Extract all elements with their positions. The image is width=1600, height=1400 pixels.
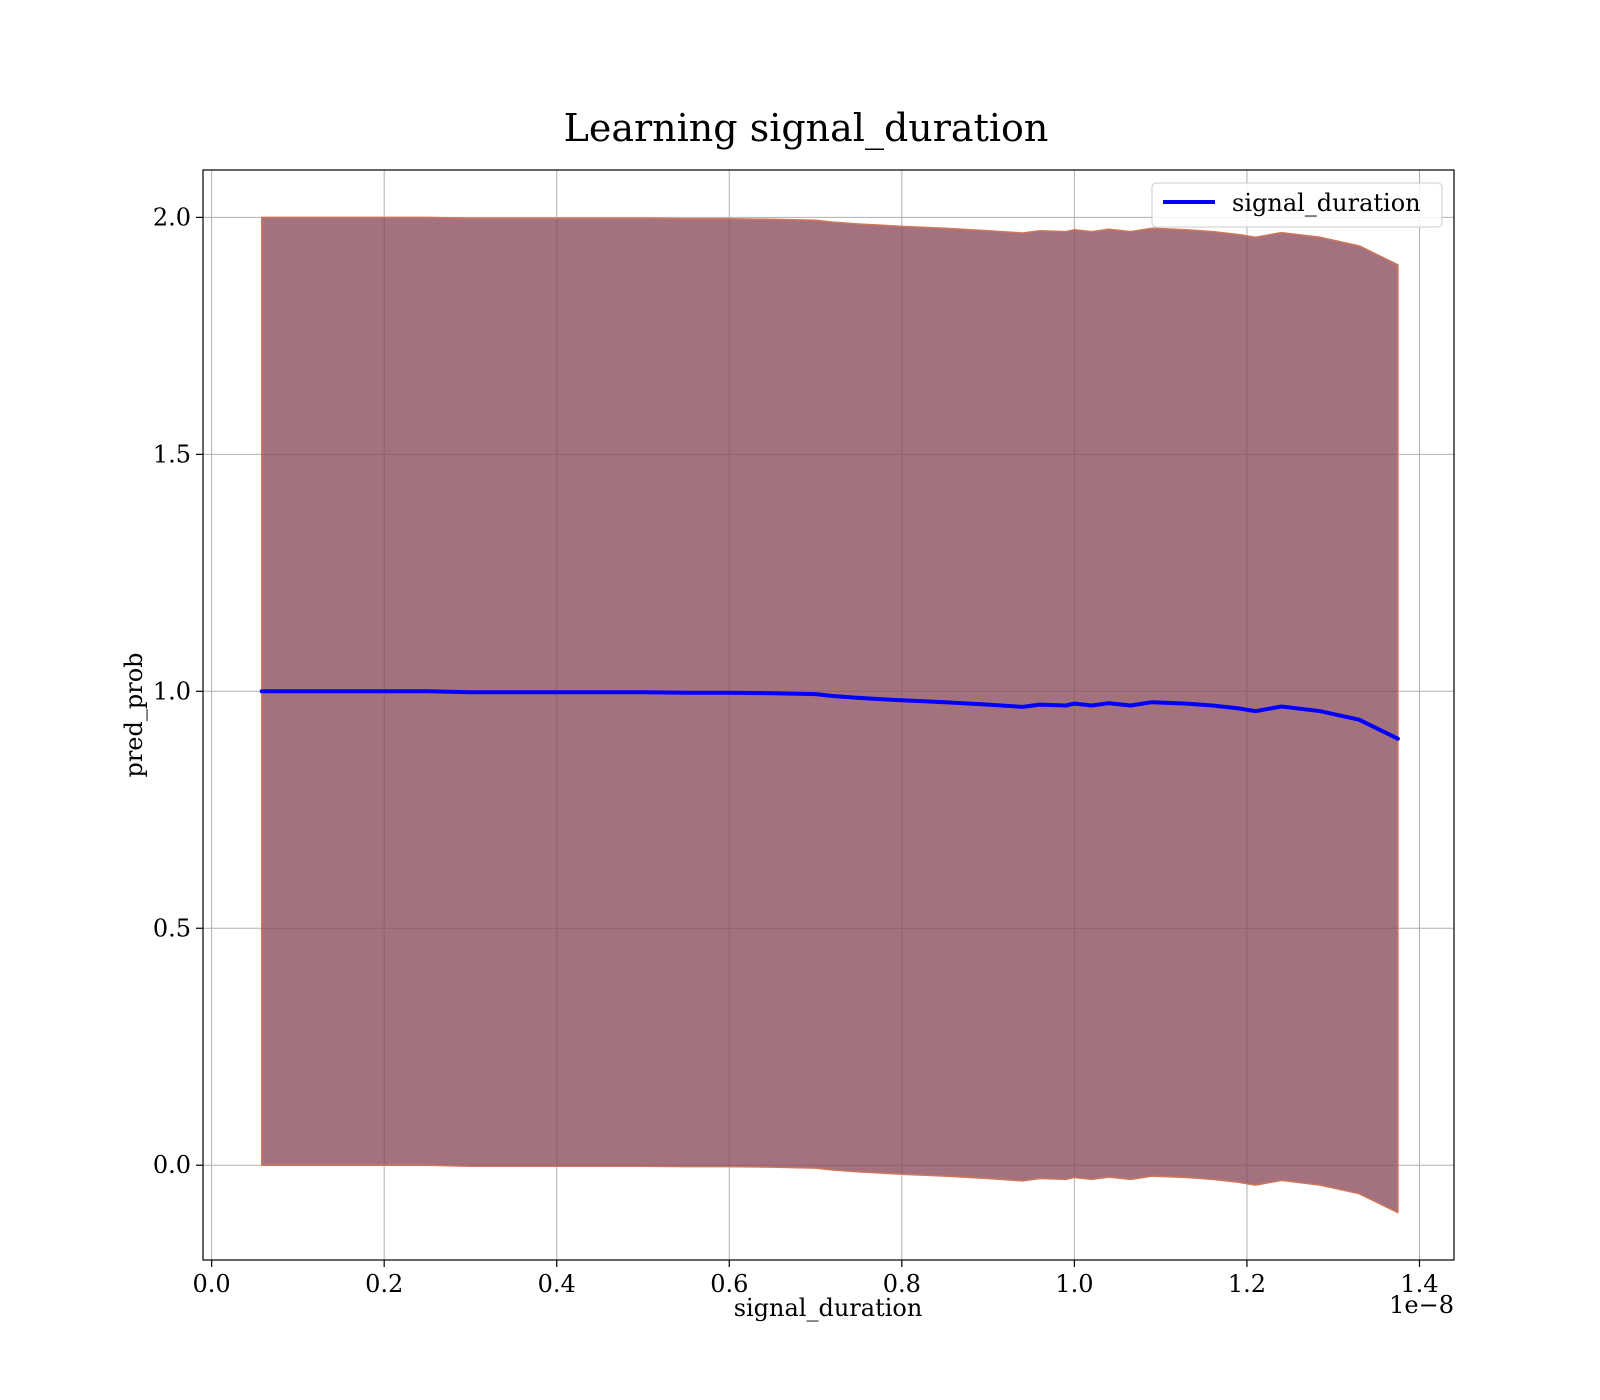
x-axis-offset-label: 1e−8 [1389, 1291, 1454, 1319]
x-tick-label: 1.0 [1055, 1270, 1093, 1298]
prediction-band [260, 216, 1399, 1214]
plot-area [202, 169, 1455, 1261]
x-axis-ticks: 0.0 0.2 0.4 0.6 0.8 1.0 1.2 1.4 [193, 1260, 1439, 1298]
legend-box [1151, 182, 1443, 228]
y-axis-ticks: 0.0 0.5 1.0 1.5 2.0 [153, 203, 203, 1179]
prediction-band-area [260, 216, 1399, 1214]
y-tick-label: 0.5 [153, 914, 191, 942]
series-line [259, 689, 1400, 741]
chart-title: Learning signal_duration [564, 106, 1049, 151]
y-tick-label: 0.0 [153, 1151, 191, 1179]
x-tick-label: 1.2 [1228, 1270, 1266, 1298]
y-axis-label: pred_prob [120, 652, 148, 777]
x-tick-label: 0.6 [710, 1270, 748, 1298]
y-tick-label: 2.0 [153, 203, 191, 231]
y-tick-label: 1.5 [153, 440, 191, 468]
x-tick-label: 0.4 [538, 1270, 576, 1298]
x-tick-label: 0.2 [365, 1270, 403, 1298]
x-axis-label: signal_duration [734, 1294, 923, 1322]
x-tick-label: 1.4 [1400, 1270, 1438, 1298]
legend-label: signal_duration [1232, 189, 1421, 217]
axes-frame [202, 169, 1455, 1261]
y-tick-label: 1.0 [153, 677, 191, 705]
series-lines [259, 689, 1400, 741]
legend: signal_duration [1151, 182, 1443, 228]
x-tick-label: 0.0 [193, 1270, 231, 1298]
x-tick-label: 0.8 [883, 1270, 921, 1298]
